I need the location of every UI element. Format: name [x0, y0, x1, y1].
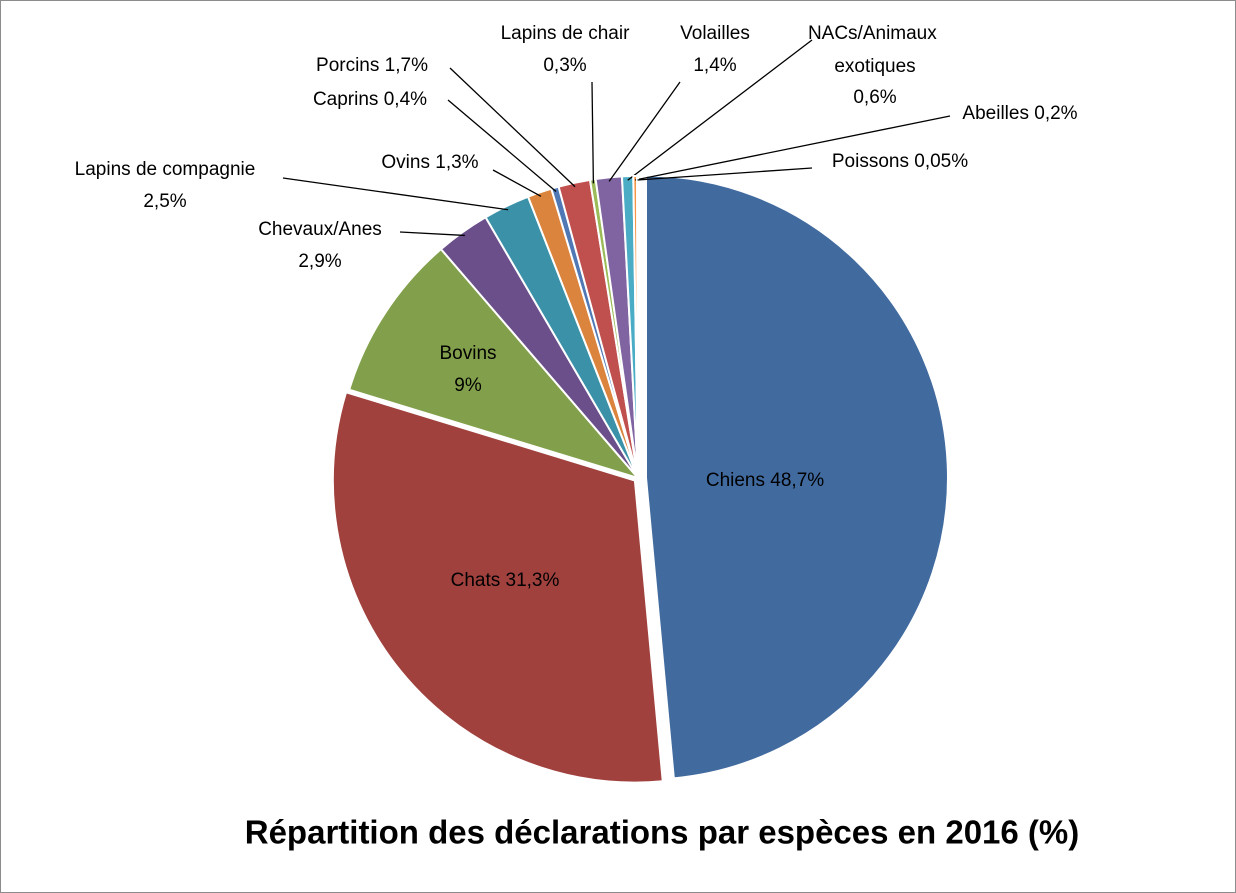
- leader-line: [608, 81, 681, 182]
- value-label: 31,3%: [506, 570, 560, 591]
- data-label: Ovins 1,3%: [381, 152, 478, 173]
- category-label: Porcins: [316, 55, 379, 76]
- category-label: Volailles: [680, 23, 750, 44]
- leader-line: [447, 99, 557, 192]
- leader-line: [627, 39, 813, 181]
- data-label: Chiens 48,7%: [706, 470, 824, 491]
- category-label: NACs/Animaux exotiques: [808, 23, 942, 77]
- category-label: Lapins de chair: [501, 23, 631, 44]
- data-label: Caprins 0,4%: [313, 89, 427, 110]
- value-label: 2,9%: [298, 251, 341, 272]
- value-label: 0,05%: [914, 151, 968, 172]
- category-label: Chats: [451, 570, 501, 591]
- value-label: 1,4%: [693, 55, 736, 76]
- category-label: Ovins: [381, 152, 430, 173]
- value-label: 0,4%: [384, 89, 427, 110]
- value-label: 1,3%: [435, 152, 478, 173]
- chart-title: Répartition des déclarations par espèces…: [245, 814, 1080, 851]
- value-label: 2,5%: [143, 191, 186, 212]
- leader-line: [637, 167, 813, 181]
- value-label: 9%: [454, 375, 482, 396]
- pie-slice: [331, 391, 664, 784]
- category-label: Bovins: [439, 343, 496, 364]
- leader-line: [282, 177, 509, 211]
- category-label: Abeilles: [962, 103, 1029, 124]
- category-label: Caprins: [313, 89, 378, 110]
- data-label: Abeilles 0,2%: [962, 103, 1077, 124]
- data-label: Porcins 1,7%: [316, 55, 428, 76]
- data-label: Poissons 0,05%: [832, 151, 968, 172]
- value-label: 1,7%: [385, 55, 428, 76]
- value-label: 0,2%: [1034, 103, 1077, 124]
- data-label: Chats 31,3%: [451, 570, 560, 591]
- category-label: Chevaux/Anes: [258, 219, 382, 240]
- value-label: 0,3%: [543, 55, 586, 76]
- leader-line: [492, 169, 542, 197]
- leader-line: [635, 115, 951, 181]
- leader-line: [591, 81, 595, 184]
- leader-line: [449, 67, 576, 188]
- pie-slice: [644, 174, 949, 780]
- value-label: 48,7%: [770, 470, 824, 491]
- value-label: 0,6%: [853, 87, 896, 108]
- pie-slice: [347, 247, 642, 480]
- category-label: Chiens: [706, 470, 765, 491]
- pie-slice: [636, 174, 639, 479]
- leader-line: [399, 231, 465, 237]
- category-label: Lapins de compagnie: [75, 159, 256, 180]
- category-label: Poissons: [832, 151, 909, 172]
